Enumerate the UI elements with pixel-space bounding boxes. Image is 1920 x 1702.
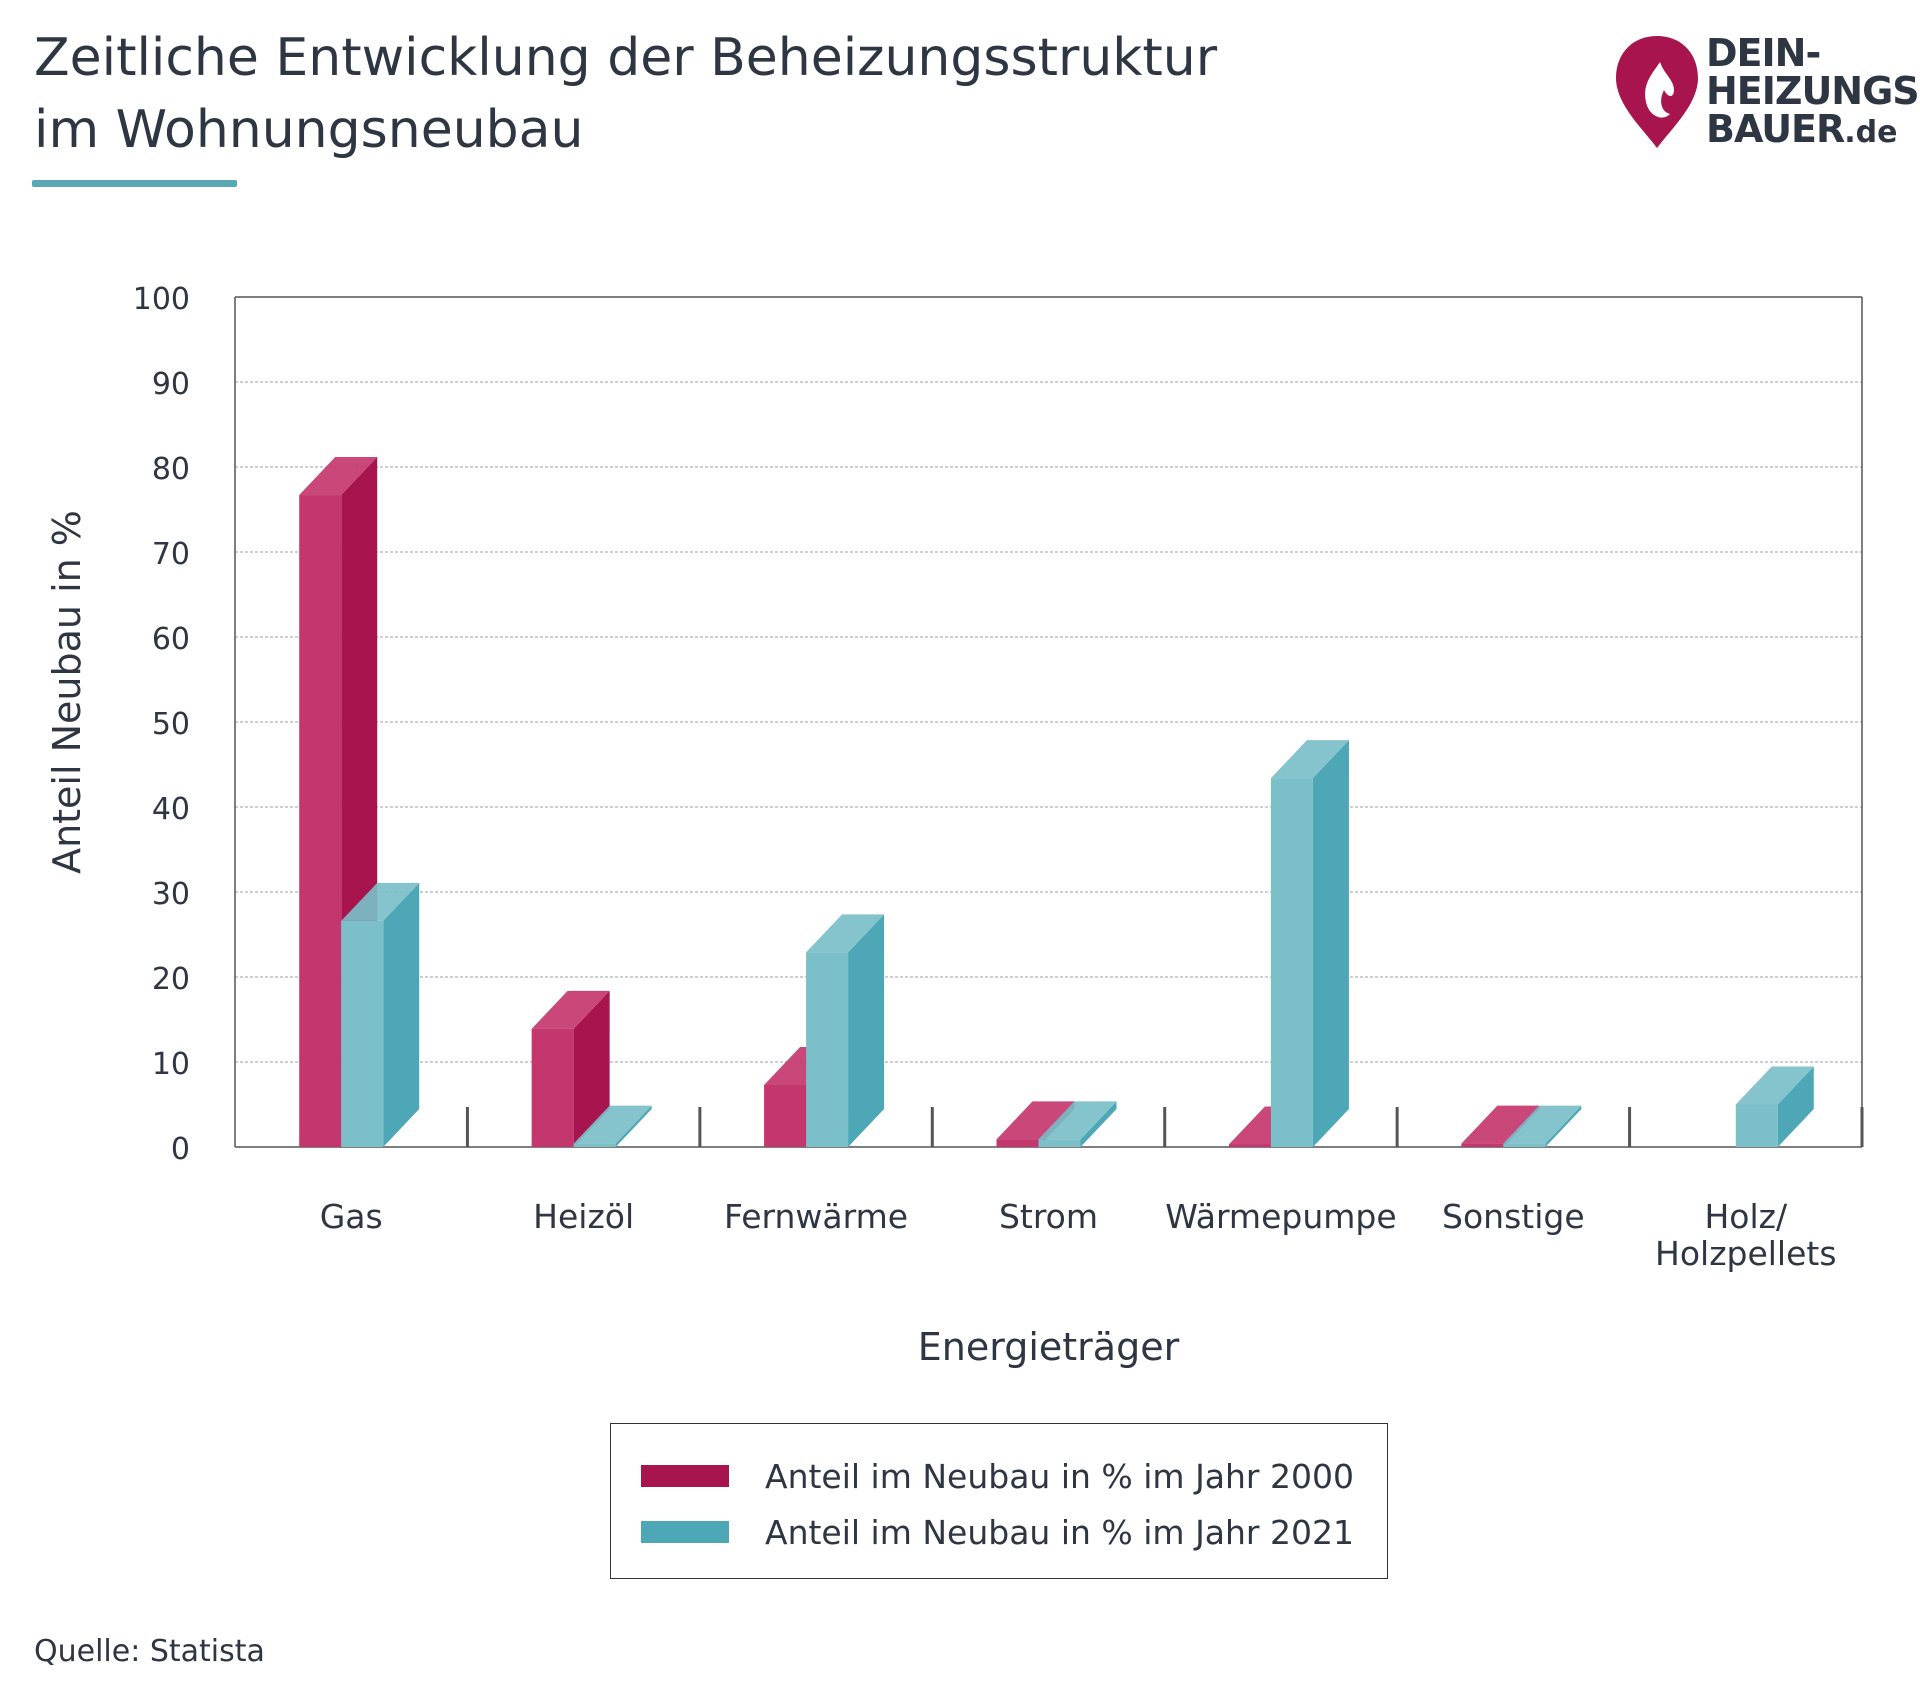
y-tick-label: 20 (152, 962, 190, 997)
x-tick-label: Heizöl (533, 1197, 634, 1236)
bar-chart: 0 10 20 30 40 50 60 70 80 90 100 Gas Heizöl Fernwärme… (45, 282, 1864, 1369)
logo-domain: .de (1844, 115, 1898, 150)
x-tick-label: Sonstige (1442, 1197, 1585, 1236)
y-tick-label: 10 (152, 1047, 190, 1082)
x-tick-label: Fernwärme (724, 1197, 908, 1236)
x-axis-title: Energieträger (918, 1325, 1180, 1369)
logo-line2: HEIZUNGS (1706, 69, 1920, 113)
bar-2021-5 (1503, 1105, 1582, 1147)
logo-line1: DEIN- (1706, 31, 1821, 75)
bar-2021-2 (806, 914, 885, 1147)
legend-swatch-2021 (641, 1521, 729, 1543)
source-note: Quelle: Statista (34, 1634, 265, 1669)
legend-item-2021: Anteil im Neubau in % im Jahr 2021 (641, 1510, 1354, 1554)
legend: Anteil im Neubau in % im Jahr 2000 Antei… (610, 1423, 1388, 1579)
y-tick-label: 100 (133, 282, 190, 317)
flame-pin-icon (1616, 36, 1698, 148)
x-tick-label: Holz/Holzpellets (1655, 1197, 1837, 1273)
chart-title-line2: im Wohnungsneubau (34, 100, 584, 160)
y-tick-label: 60 (152, 622, 190, 657)
chart-title: Zeitliche Entwicklung der Beheizungsstru… (34, 22, 1217, 166)
y-tick-label: 40 (152, 792, 190, 827)
bar-2000-1 (531, 990, 610, 1147)
x-tick-label: Gas (320, 1197, 383, 1236)
title-underline (32, 180, 237, 187)
chart-title-line1: Zeitliche Entwicklung der Beheizungsstru… (34, 28, 1218, 88)
legend-label-2021: Anteil im Neubau in % im Jahr 2021 (765, 1512, 1354, 1552)
y-tick-label: 30 (152, 877, 190, 912)
y-tick-label: 80 (152, 452, 190, 487)
bar-2021-3 (1038, 1101, 1117, 1147)
y-tick-label: 0 (171, 1132, 190, 1167)
brand-logo: DEIN- HEIZUNGS BAUER.de (1612, 30, 1920, 155)
bar-2021-0 (341, 882, 420, 1147)
x-tick-label: Strom (999, 1197, 1098, 1236)
y-tick-label: 50 (152, 707, 190, 742)
logo-wordmark: DEIN- HEIZUNGS BAUER.de (1706, 31, 1920, 152)
legend-swatch-2000 (641, 1465, 729, 1487)
logo-line3: BAUER (1706, 107, 1845, 151)
bar-2021-1 (573, 1105, 652, 1147)
x-tick-label: Wärmepumpe (1165, 1197, 1396, 1236)
y-tick-label: 70 (152, 537, 190, 572)
y-axis-title: Anteil Neubau in % (45, 510, 89, 874)
y-tick-label: 90 (152, 367, 190, 402)
bar-2021-6 (1735, 1066, 1814, 1147)
legend-item-2000: Anteil im Neubau in % im Jahr 2000 (641, 1454, 1354, 1498)
bar-2021-4 (1270, 740, 1349, 1147)
legend-label-2000: Anteil im Neubau in % im Jahr 2000 (765, 1456, 1354, 1496)
